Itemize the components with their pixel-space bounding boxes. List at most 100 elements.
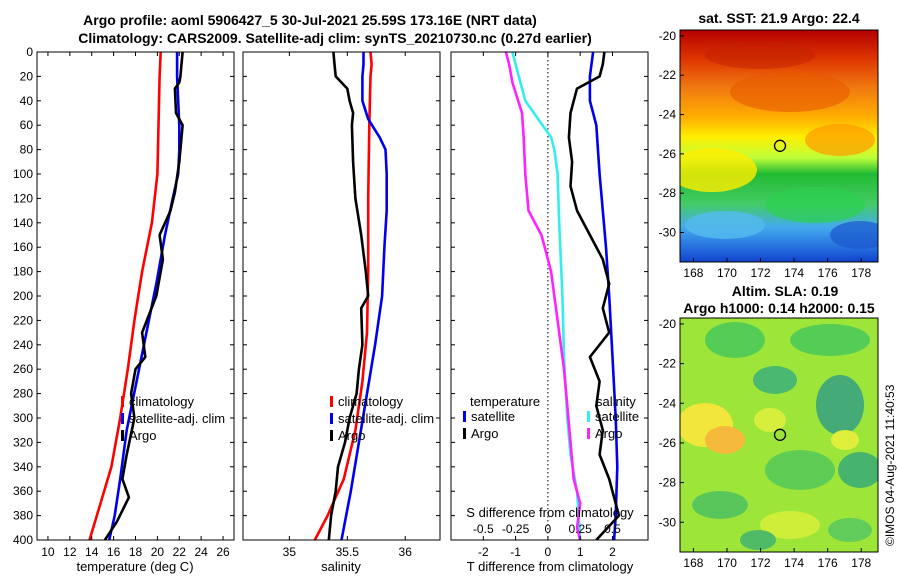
lon-tick-label: 170: [717, 556, 737, 570]
sst-map-frame: [679, 29, 879, 263]
figure-title-line2: Climatology: CARS2009. Satellite-adj cli…: [78, 30, 592, 46]
lon-tick-label: 178: [851, 556, 871, 570]
legend-label-s-satellite: satellite: [595, 409, 639, 424]
x-tick-label: 16: [107, 545, 121, 559]
lon-tick-label: 174: [784, 266, 804, 280]
lat-tick-label: -26: [659, 147, 677, 161]
depth-tick-label: 20: [20, 69, 34, 83]
series-line-argo: [103, 52, 184, 540]
legend-swatch-satellite-adj: [330, 413, 333, 424]
depth-tick-label: 380: [13, 509, 33, 523]
depth-tick-label: 120: [13, 191, 33, 205]
depth-tick-label: 240: [13, 338, 33, 352]
legend-header-salinity: salinity: [596, 394, 636, 409]
sst-map: sat. SST: 21.9 Argo: 22.4 168 170 172 174 17…: [659, 10, 879, 280]
depth-tick-label: 180: [13, 265, 33, 279]
series-line-argo: [327, 52, 370, 540]
x-tick-label: 12: [63, 545, 77, 559]
x-tick-label: 24: [194, 545, 208, 559]
sla-map-title-line1: Altim. SLA: 0.19: [732, 283, 839, 299]
temperature-xlabel: temperature (deg C): [76, 559, 193, 574]
legend-swatch-satellite-adj: [121, 413, 124, 424]
series-line-satellite-adj-clim: [340, 52, 389, 540]
legend-swatch-s-argo: [587, 428, 590, 439]
temperature-axes-box: [36, 51, 235, 541]
legend-header-temperature: temperature: [470, 394, 540, 409]
legend-swatch-climatology: [330, 396, 333, 407]
lat-tick-label: -26: [659, 436, 677, 450]
s-diff-tick-label: -0.5: [473, 522, 494, 536]
salinity-legend: climatology satellite-adj. clim Argo: [330, 394, 434, 443]
x-tick-label: 35: [283, 545, 297, 559]
lat-tick-label: -30: [659, 515, 677, 529]
depth-tick-label: 220: [13, 313, 33, 327]
lon-tick-label: 178: [851, 266, 871, 280]
lon-tick-label: 176: [818, 556, 838, 570]
x-tick-label: 1: [577, 545, 584, 559]
s-diff-tick-label: 0: [545, 522, 552, 536]
legend-label-t-satellite: satellite: [471, 409, 515, 424]
sla-map-title-line2: Argo h1000: 0.14 h2000: 0.15: [683, 300, 875, 316]
lat-tick-label: -28: [659, 476, 677, 490]
s-difference-label: S difference from climatology: [466, 505, 634, 520]
temperature-legend: climatology satellite-adj. clim Argo: [121, 394, 225, 443]
depth-tick-label: 40: [20, 94, 34, 108]
lat-tick-label: -22: [659, 357, 677, 371]
x-tick-label: 14: [85, 545, 99, 559]
lat-tick-label: -20: [659, 29, 677, 43]
lat-tick-label: -30: [659, 226, 677, 240]
depth-tick-label: 200: [13, 289, 33, 303]
legend-swatch-argo: [330, 430, 333, 441]
legend-swatch-s-satellite: [587, 411, 590, 422]
lon-tick-label: 170: [717, 266, 737, 280]
lat-tick-label: -28: [659, 186, 677, 200]
series-line-temperature-argo: [567, 52, 621, 540]
x-tick-label: 22: [173, 545, 187, 559]
depth-tick-label: 140: [13, 216, 33, 230]
legend-label-climatology: climatology: [129, 394, 195, 409]
x-tick-label: 18: [129, 545, 143, 559]
x-tick-label: 0: [545, 545, 552, 559]
lat-tick-label: -22: [659, 68, 677, 82]
sla-map: Altim. SLA: 0.19 Argo h1000: 0.14 h2000:…: [659, 283, 879, 570]
depth-tick-label: 280: [13, 387, 33, 401]
sst-map-field: [680, 30, 878, 262]
lon-tick-label: 168: [683, 556, 703, 570]
argo-location-marker: [773, 428, 787, 441]
legend-swatch-argo: [121, 430, 124, 441]
depth-tick-label: 400: [13, 533, 33, 547]
legend-swatch-t-satellite: [463, 411, 466, 422]
x-tick-label: 36: [399, 545, 413, 559]
sst-map-title: sat. SST: 21.9 Argo: 22.4: [698, 10, 860, 26]
t-difference-xlabel: T difference from climatology: [467, 559, 634, 574]
series-line-climatology: [313, 52, 373, 540]
depth-tick-label: 260: [13, 362, 33, 376]
lon-tick-label: 168: [683, 266, 703, 280]
depth-tick-label: 340: [13, 460, 33, 474]
legend-label-argo: Argo: [338, 428, 365, 443]
depth-tick-label: 300: [13, 411, 33, 425]
depth-tick-label: 320: [13, 435, 33, 449]
temperature-panel: 0 20 40 60 80 100 120 140 160 180 200 220 240 260 280 3…: [13, 45, 235, 574]
legend-label-s-argo: Argo: [595, 426, 622, 441]
figure-title-line1: Argo profile: aoml 5906427_5 30-Jul-2021…: [83, 12, 537, 28]
legend-label-climatology: climatology: [338, 394, 404, 409]
depth-tick-label: 0: [26, 45, 33, 59]
x-tick-label: -2: [478, 545, 489, 559]
lon-tick-label: 172: [751, 556, 771, 570]
argo-location-marker: [773, 139, 787, 152]
series-line-salinity-argo: [504, 52, 582, 540]
lat-tick-label: -20: [659, 317, 677, 331]
x-tick-label: 35.5: [336, 545, 360, 559]
depth-tick-label: 80: [20, 143, 34, 157]
depth-tick-label: 160: [13, 240, 33, 254]
salinity-axes-box: [242, 51, 441, 541]
depth-tick-label: 100: [13, 167, 33, 181]
x-tick-label: 26: [216, 545, 230, 559]
lon-tick-label: 172: [751, 266, 771, 280]
s-diff-tick-label: 0.25: [569, 522, 593, 536]
series-line-climatology: [88, 52, 162, 540]
legend-swatch-climatology: [121, 396, 124, 407]
difference-legend: temperature salinity satellite Argo sate…: [463, 394, 639, 441]
x-tick-label: -1: [510, 545, 521, 559]
